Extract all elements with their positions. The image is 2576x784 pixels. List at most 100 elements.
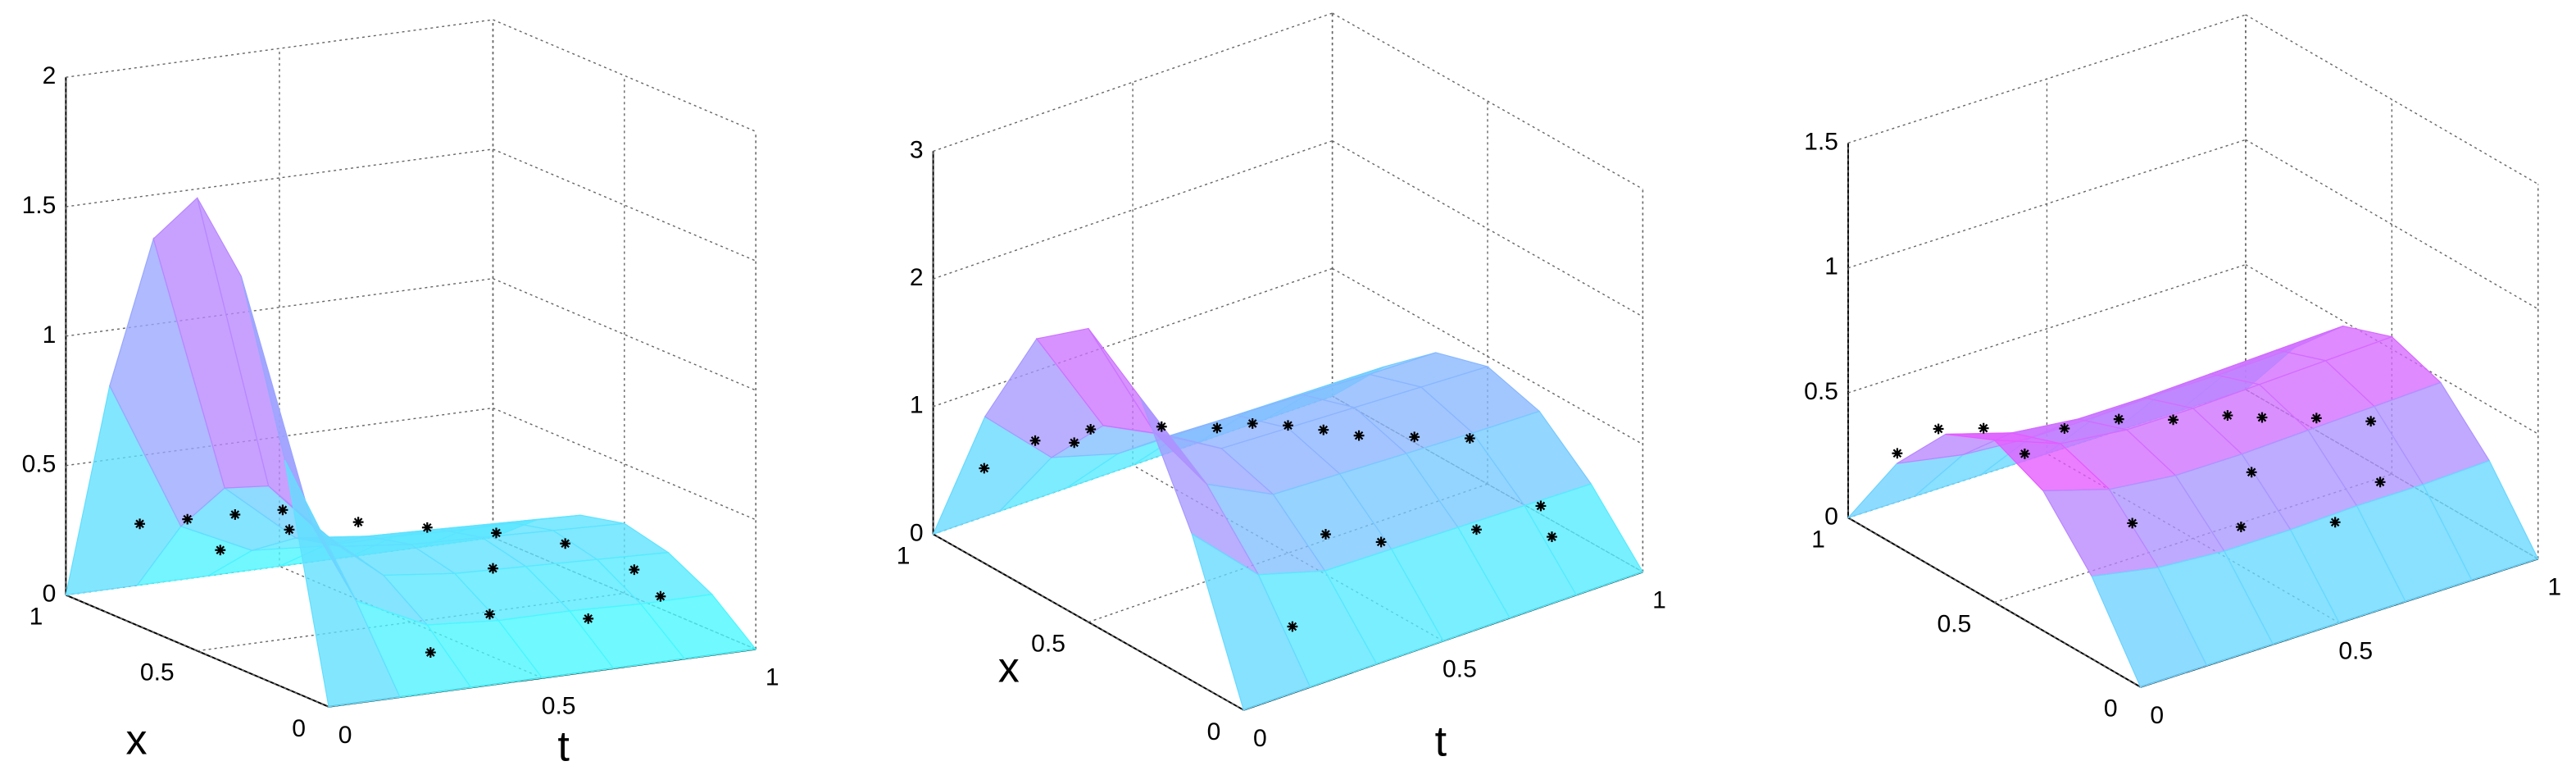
data-point (560, 538, 571, 549)
z-tick-label: 3 (910, 136, 924, 163)
data-point (1892, 448, 1903, 459)
data-point (1353, 430, 1365, 441)
t-tick-label: 0.5 (2338, 638, 2373, 665)
data-point (2235, 522, 2247, 532)
data-point (2168, 414, 2178, 426)
surface-patch (2091, 567, 2208, 688)
data-point (1978, 422, 1989, 434)
data-point (1547, 531, 1557, 542)
data-point (134, 518, 145, 530)
data-point (1471, 524, 1482, 536)
z-tick-label: 0.5 (22, 451, 57, 478)
grid-line (493, 148, 756, 262)
x-tick-label: 0.5 (1937, 611, 1971, 638)
x-tick-label: 1 (1811, 526, 1825, 553)
z-tick-label: 2 (910, 264, 924, 291)
data-point (352, 517, 364, 528)
t-tick-label: 0 (338, 722, 352, 749)
data-point (1409, 431, 1420, 443)
grid-line (66, 19, 493, 78)
data-point (2365, 416, 2377, 427)
data-point (2019, 448, 2030, 459)
grid-line (493, 19, 756, 132)
data-point (2222, 410, 2233, 421)
data-point (229, 509, 241, 520)
data-point (1247, 418, 1258, 429)
grid-line (1847, 264, 2247, 394)
t-tick-label: 1 (766, 664, 779, 691)
x-tick-label: 1 (30, 604, 43, 631)
data-point (2113, 413, 2124, 425)
z-tick-label: 1 (1824, 253, 1838, 280)
data-point (182, 513, 193, 525)
surface-patch (1191, 532, 1311, 711)
z-tick-label: 1.5 (22, 192, 57, 219)
data-point (2256, 412, 2268, 423)
surface (65, 197, 757, 708)
x-tick-label: 0 (1207, 718, 1221, 745)
z-tick-label: 1 (43, 321, 57, 349)
data-point (491, 527, 502, 539)
t-axis-label: t (1435, 718, 1447, 766)
data-point (1464, 433, 1475, 444)
surface (932, 327, 1644, 711)
data-point (629, 564, 640, 576)
data-point (277, 504, 288, 516)
data-point (1320, 529, 1331, 540)
x-axis-label: x (998, 644, 1020, 691)
surface-patch (284, 460, 401, 708)
data-point (1156, 421, 1167, 432)
grid-line (933, 533, 1244, 711)
grid-line (933, 12, 1333, 153)
data-point (1029, 435, 1041, 446)
x-tick-label: 0 (2104, 695, 2118, 722)
data-point (1375, 536, 1387, 548)
t-tick-label: 0 (1253, 725, 1267, 752)
data-point (583, 613, 594, 624)
z-tick-label: 0 (43, 580, 57, 607)
data-point (484, 609, 495, 620)
data-point (1318, 424, 1329, 435)
data-point (1069, 437, 1080, 449)
data-point (1933, 423, 1944, 435)
x-tick-label: 0 (292, 715, 306, 742)
data-point (2246, 467, 2257, 478)
t-tick-label: 0 (2150, 702, 2164, 729)
z-tick-label: 0 (1824, 503, 1838, 530)
x-tick-label: 1 (897, 542, 911, 569)
z-tick-label: 2 (43, 62, 57, 89)
data-point (2374, 476, 2386, 488)
z-tick-label: 0.5 (1804, 378, 1838, 405)
t-tick-label: 0.5 (1442, 656, 1477, 683)
x-axis-label: x (126, 717, 148, 764)
grid-line (493, 278, 756, 391)
surface (1846, 325, 2539, 688)
grid-line (66, 594, 329, 708)
data-point (284, 524, 295, 536)
data-point (488, 563, 498, 574)
grid-line (493, 407, 756, 521)
grid-line (1332, 12, 1643, 190)
t-tick-label: 0.5 (542, 693, 576, 720)
data-point (1211, 422, 1223, 434)
data-point (2127, 517, 2138, 529)
x-tick-label: 0.5 (140, 659, 175, 686)
data-point (1283, 420, 1293, 431)
data-point (2329, 517, 2341, 528)
t-tick-label: 1 (2547, 573, 2561, 600)
grid-line (933, 140, 1333, 280)
data-point (655, 590, 666, 602)
x-tick-label: 0.5 (1031, 631, 1065, 658)
data-point (979, 463, 990, 474)
data-point (215, 545, 226, 556)
data-point (2310, 413, 2322, 424)
grid-line (933, 267, 1333, 408)
data-point (1287, 621, 1298, 632)
t-axis-label: t (557, 723, 570, 771)
data-point (2059, 423, 2070, 434)
z-tick-label: 1 (910, 392, 924, 419)
data-point (425, 647, 436, 658)
data-point (421, 522, 433, 533)
z-tick-label: 0 (910, 519, 924, 546)
data-point (1085, 424, 1097, 435)
